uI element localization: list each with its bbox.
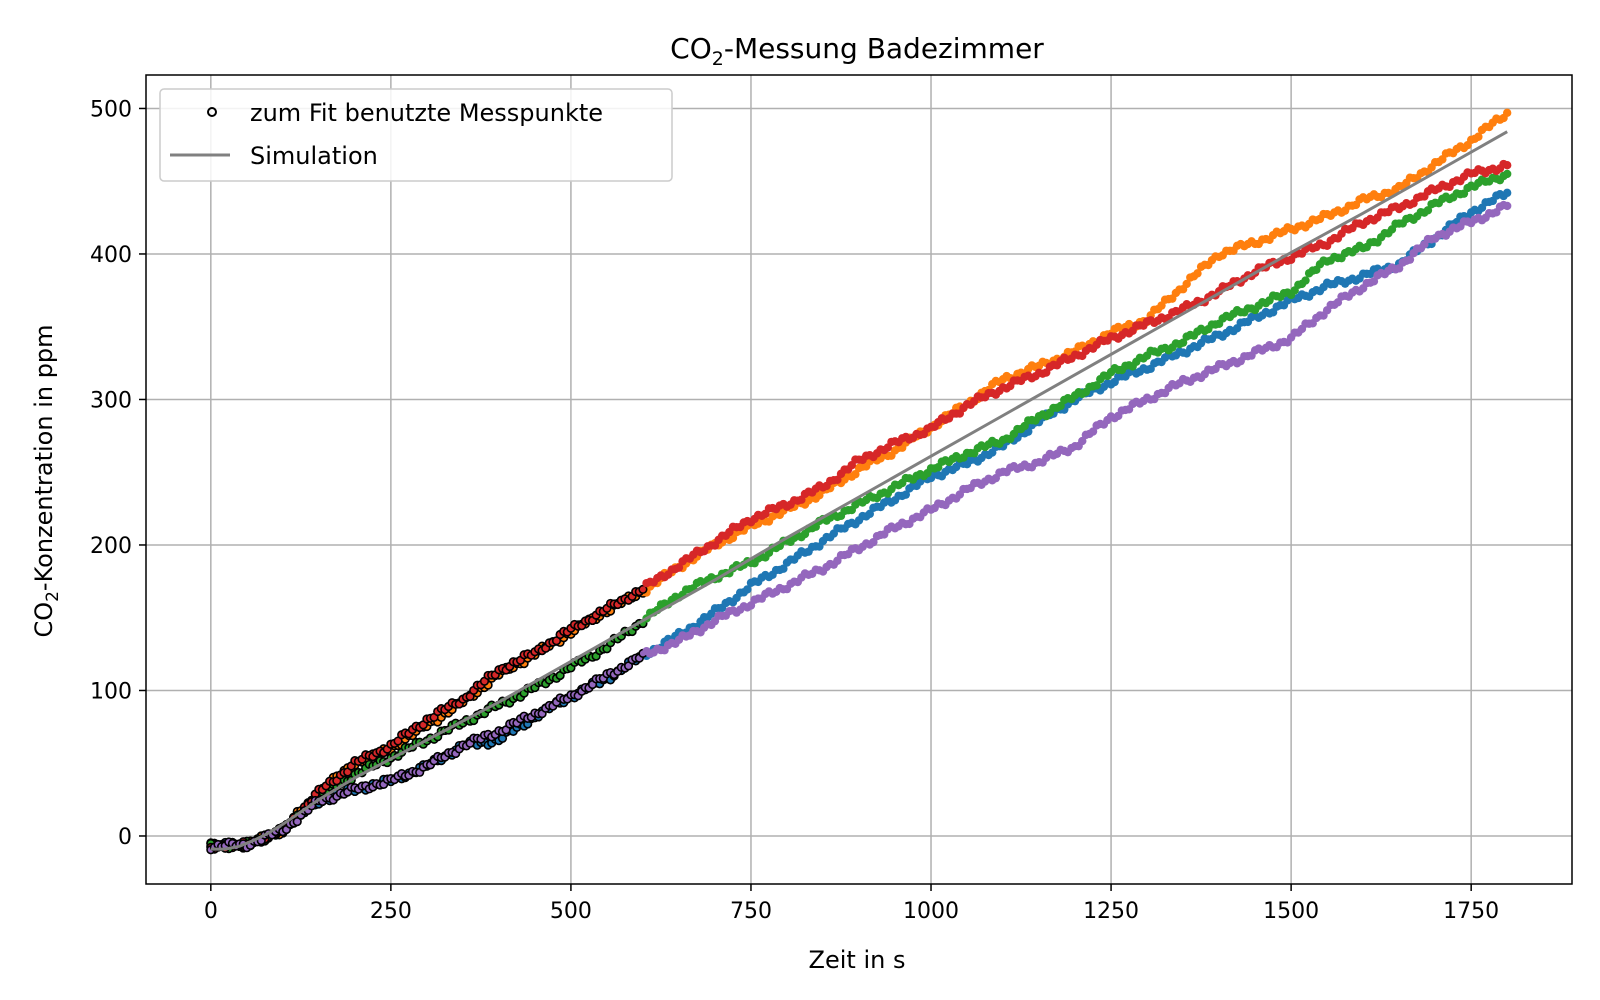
data-point [1502, 161, 1512, 170]
legend-marker-fit-points [207, 107, 217, 117]
data-point [1405, 255, 1415, 264]
data-point [901, 490, 911, 499]
data-point [1178, 338, 1188, 347]
legend: zum Fit benutzte Messpunkte Simulation [159, 88, 673, 182]
data-point [1502, 169, 1512, 179]
data-point [1502, 108, 1512, 118]
chart-title: CO2-Messung Badezimmer [670, 32, 1044, 70]
y-tick-label: 500 [90, 97, 132, 122]
legend-box [159, 88, 673, 182]
simulation-series [210, 130, 1508, 851]
data-point [1092, 381, 1101, 390]
x-tick-label: 1500 [1263, 899, 1319, 924]
legend-label-simulation: Simulation [250, 142, 378, 170]
x-tick-label: 500 [550, 899, 592, 924]
y-axis-ticks: 0 100 200 300 400 500 [90, 97, 146, 850]
data-series [206, 108, 1512, 855]
data-point [1502, 188, 1512, 198]
data-point [851, 470, 860, 479]
y-tick-label: 300 [90, 388, 132, 413]
legend-label-fit-points: zum Fit benutzte Messpunkte [250, 99, 603, 127]
x-tick-label: 750 [730, 899, 772, 924]
data-point [1502, 201, 1512, 211]
y-axis-label-suffix: -Konzentration in ppm [30, 324, 58, 591]
data-point [1182, 279, 1191, 289]
chart-title-subscript: 2 [712, 48, 724, 70]
data-point [779, 564, 788, 573]
data-point [743, 585, 752, 594]
chart-title-prefix: CO [670, 32, 712, 65]
x-axis-label: Zeit in s [809, 946, 906, 974]
y-tick-label: 100 [90, 679, 132, 704]
data-point [865, 509, 875, 519]
series-5 [206, 200, 1512, 855]
data-point [1056, 401, 1065, 411]
data-point [1474, 132, 1483, 141]
x-tick-label: 1750 [1443, 899, 1499, 924]
y-axis-label: CO2-Konzentration in ppm [30, 324, 63, 637]
data-point [1088, 427, 1098, 436]
series-4 [206, 159, 1512, 854]
x-tick-label: 250 [370, 899, 412, 924]
x-tick-label: 0 [204, 899, 218, 924]
data-point [1078, 436, 1087, 446]
simulation-line [210, 130, 1508, 851]
data-point [674, 563, 684, 572]
data-point [638, 584, 648, 594]
data-point [1423, 206, 1433, 215]
y-tick-label: 0 [118, 825, 132, 850]
y-tick-label: 400 [90, 243, 132, 268]
chart-title-suffix: -Messung Badezimmer [724, 32, 1044, 65]
y-axis-label-prefix: CO [30, 602, 58, 638]
data-point [1301, 276, 1310, 285]
x-axis-ticks: 0 250 500 750 1000 1250 1500 1750 [204, 884, 1499, 924]
x-tick-label: 1250 [1083, 899, 1139, 924]
data-point [1193, 269, 1202, 278]
y-tick-label: 200 [90, 534, 132, 559]
x-tick-label: 1000 [903, 899, 959, 924]
y-axis-label-subscript: 2 [43, 591, 63, 602]
plot-frame [145, 74, 1573, 885]
